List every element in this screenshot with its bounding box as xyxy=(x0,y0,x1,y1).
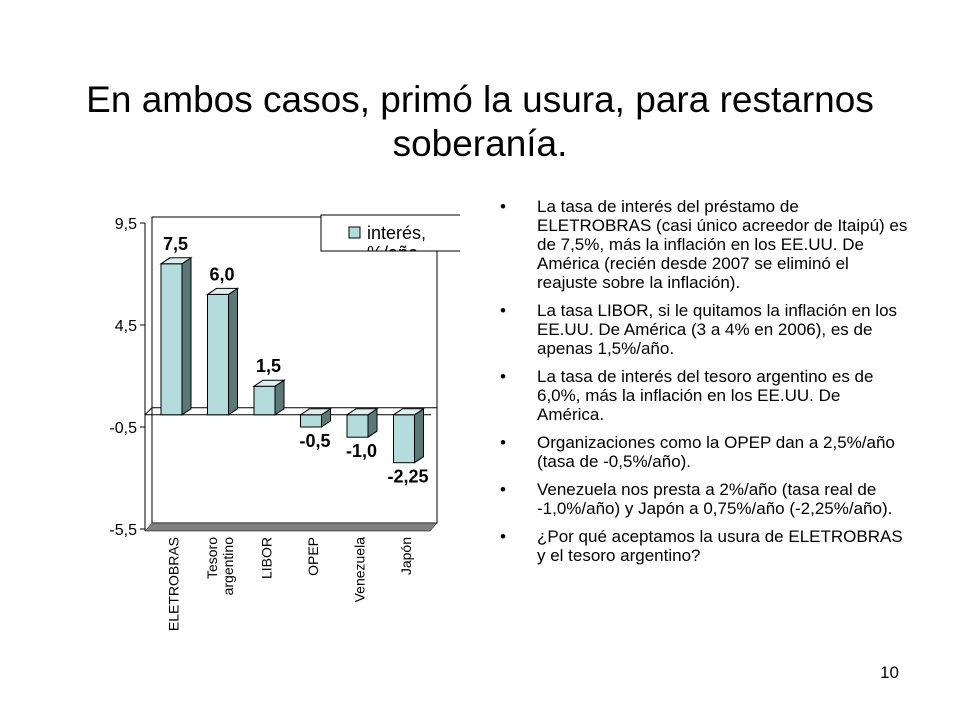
page-number: 10 xyxy=(880,663,899,682)
data-label: -1,0 xyxy=(346,441,377,461)
category-label: Venezuela xyxy=(352,537,368,603)
bar-top xyxy=(159,257,193,265)
bullet-text: Organizaciones como la OPEP dan a 2,5%/a… xyxy=(537,433,895,471)
legend-box xyxy=(320,214,460,252)
category-label: argentino xyxy=(220,537,236,596)
bullet-list: • La tasa de interés del préstamo de ELET… xyxy=(500,197,910,574)
y-tick-label: -5,5 xyxy=(109,522,137,539)
bullet-dot: • xyxy=(500,197,506,216)
bar-top xyxy=(205,287,240,295)
y-tick-label: 9,5 xyxy=(115,216,137,233)
bar xyxy=(346,414,369,438)
category-label: Japón xyxy=(398,537,414,575)
category-label: ELETROBRAS xyxy=(166,537,182,631)
category-label: LIBOR xyxy=(259,537,275,579)
data-label: -0,5 xyxy=(299,431,330,451)
bullet-text: La tasa LIBOR, si le quitamos la inflaci… xyxy=(537,301,898,358)
bar-side xyxy=(181,256,192,416)
bullet-dot: • xyxy=(500,301,506,320)
data-label: -2,25 xyxy=(387,467,428,487)
bullet-item: • La tasa LIBOR, si le quitamos la inflac… xyxy=(500,301,910,358)
y-tick-label: -0,5 xyxy=(109,420,137,437)
legend-swatch xyxy=(348,226,361,239)
bullet-dot: • xyxy=(500,367,506,386)
category-label: OPEP xyxy=(305,537,321,576)
plot-floor xyxy=(144,522,438,532)
bar xyxy=(393,414,415,464)
bar xyxy=(207,293,229,416)
bullet-text: ¿Por qué aceptamos la usura de ELETROBRA… xyxy=(537,527,903,565)
data-label: 7,5 xyxy=(163,234,188,254)
slide-title: En ambos casos, primó la usura, para res… xyxy=(86,79,874,164)
bullet-item: • La tasa de interés del préstamo de ELET… xyxy=(500,197,910,292)
bar xyxy=(300,414,322,428)
data-label: 6,0 xyxy=(209,264,234,284)
bullet-dot: • xyxy=(500,433,506,452)
bar-chart: 9,5 4,5 -0,5 -5,5 7,5 ELETROBRAS 6,0 Tesoro arge… xyxy=(109,214,460,631)
bullet-text: La tasa de interés del tesoro argentino … xyxy=(537,367,874,424)
bullet-text: La tasa de interés del préstamo de ELETR… xyxy=(537,197,908,292)
zero-line xyxy=(144,407,437,416)
bullet-item: • La tasa de interés del tesoro argentino… xyxy=(500,367,910,424)
bar-top xyxy=(391,408,426,416)
bullet-item: • Organizaciones como la OPEP dan a 2,5%/… xyxy=(500,433,910,471)
bar xyxy=(160,263,183,416)
bullet-item: • Venezuela nos presta a 2%/año (tasa rea… xyxy=(500,480,910,518)
y-tick-label: 4,5 xyxy=(115,318,137,335)
data-label: 1,5 xyxy=(256,356,281,376)
bullet-item: • ¿Por qué aceptamos la usura de ELETROBR… xyxy=(500,527,910,565)
bar-top xyxy=(298,408,333,416)
bullet-dot: • xyxy=(500,527,506,546)
bullet-text: Venezuela nos presta a 2%/año (tasa real… xyxy=(537,480,893,518)
bar-top xyxy=(252,379,286,387)
bar-side xyxy=(414,407,424,464)
bar-top xyxy=(345,408,379,416)
legend-label: interés, xyxy=(367,223,426,243)
category-label: Tesoro xyxy=(204,537,220,579)
plot-wall xyxy=(151,216,438,524)
bar-side xyxy=(228,287,238,416)
bullet-dot: • xyxy=(500,480,506,499)
legend-label-clipped: %/año xyxy=(367,243,418,263)
bar xyxy=(253,385,276,416)
